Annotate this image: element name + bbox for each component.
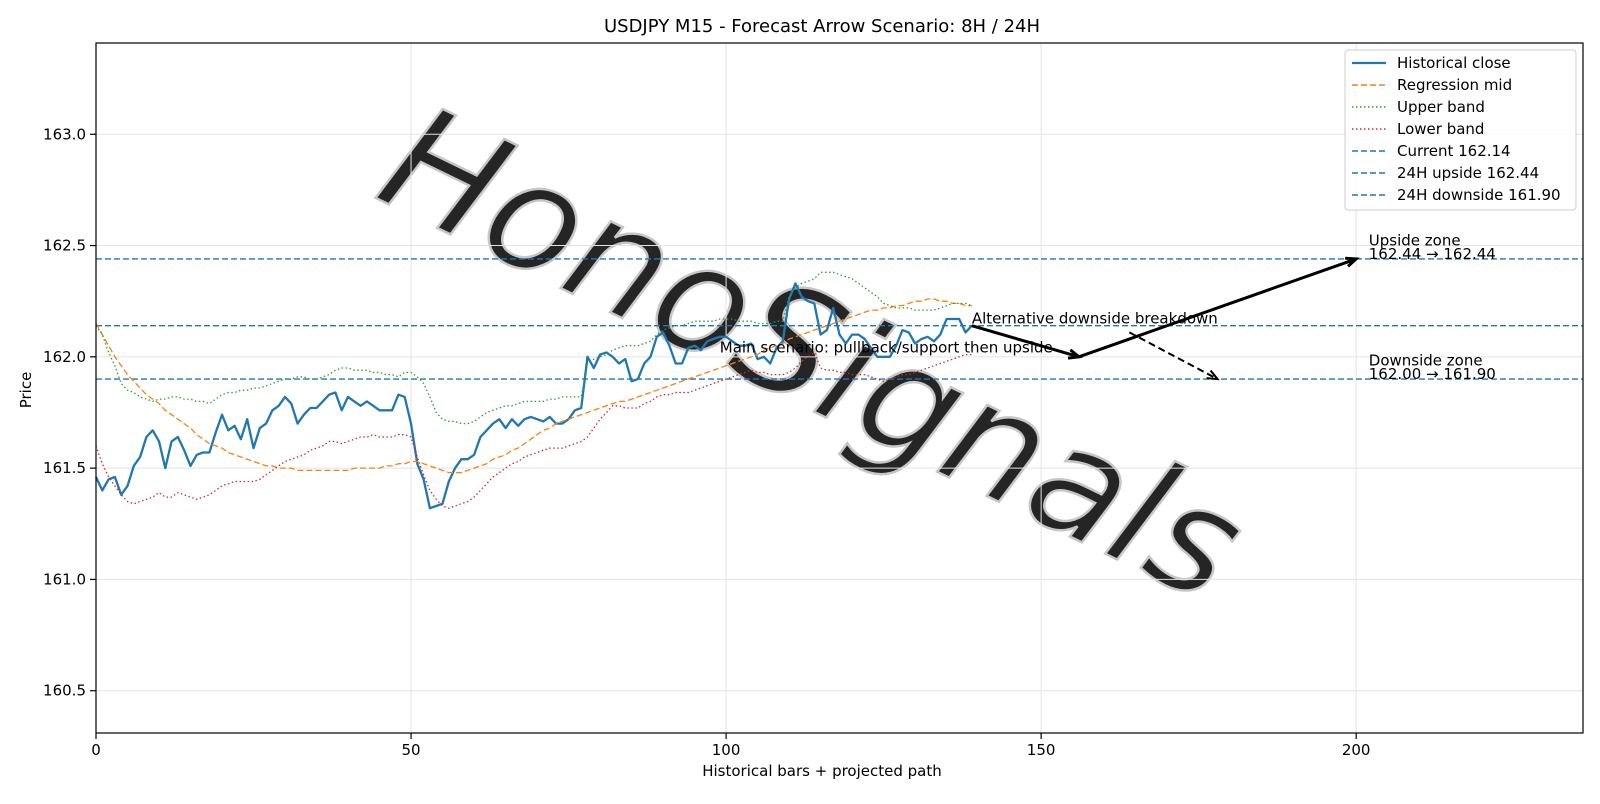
legend-label: Upper band bbox=[1397, 98, 1485, 116]
arrow-head bbox=[1206, 369, 1220, 381]
arrow-head bbox=[1345, 256, 1360, 268]
legend-label: Lower band bbox=[1397, 120, 1484, 138]
axis-ticks: 0 50 100 150 200 160.5 161.0 161.5 162.0 162.5 163… bbox=[43, 125, 1370, 759]
legend-label: 24H downside 161.90 bbox=[1397, 186, 1561, 204]
chart-title: USDJPY M15 - Forecast Arrow Scenario: 8H… bbox=[604, 16, 1040, 37]
annotation-main: Main scenario: pullback/support then ups… bbox=[720, 338, 1053, 356]
x-tick-label: 50 bbox=[401, 741, 420, 759]
y-tick-label: 160.5 bbox=[43, 682, 86, 700]
arrow-shaft bbox=[971, 324, 1080, 359]
annotation-up2: 162.44 → 162.44 bbox=[1369, 245, 1496, 263]
annotation-dn2: 162.00 → 161.90 bbox=[1369, 365, 1496, 383]
series-line bbox=[95, 298, 972, 474]
scenario-arrows bbox=[971, 256, 1360, 381]
annotation-alt: Alternative downside breakdown bbox=[972, 309, 1218, 327]
y-tick-label: 161.0 bbox=[43, 570, 86, 588]
x-tick-label: 100 bbox=[712, 741, 741, 759]
series-line bbox=[95, 351, 972, 509]
series-line bbox=[95, 271, 973, 425]
x-tick-label: 0 bbox=[91, 741, 101, 759]
legend-label: 24H upside 162.44 bbox=[1397, 164, 1539, 182]
x-tick-label: 200 bbox=[1342, 741, 1371, 759]
annotations: Alternative downside breakdown Main scena… bbox=[720, 232, 1496, 384]
x-tick-label: 150 bbox=[1027, 741, 1056, 759]
x-axis-label: Historical bars + projected path bbox=[702, 762, 942, 780]
series-line bbox=[94, 282, 973, 510]
legend-label: Current 162.14 bbox=[1397, 142, 1511, 160]
arrow-shaft bbox=[1128, 331, 1219, 380]
y-axis-label: Price bbox=[17, 372, 35, 409]
legend-label: Regression mid bbox=[1397, 76, 1512, 94]
y-tick-label: 161.5 bbox=[43, 459, 86, 477]
series-lines bbox=[94, 271, 973, 510]
legend: Historical close Regression mid Upper band… bbox=[1344, 49, 1577, 211]
legend-label: Historical close bbox=[1397, 54, 1511, 72]
arrow-shaft bbox=[1078, 257, 1357, 359]
reference-lines bbox=[96, 258, 1583, 380]
y-tick-label: 163.0 bbox=[43, 125, 86, 143]
annotation-up1: Upside zone bbox=[1369, 232, 1461, 250]
plot-frame bbox=[95, 42, 1584, 734]
grid bbox=[95, 43, 1583, 733]
legend-box bbox=[1344, 49, 1577, 211]
y-tick-label: 162.0 bbox=[43, 348, 86, 366]
y-tick-label: 162.5 bbox=[43, 237, 86, 255]
annotation-dn1: Downside zone bbox=[1369, 352, 1483, 370]
